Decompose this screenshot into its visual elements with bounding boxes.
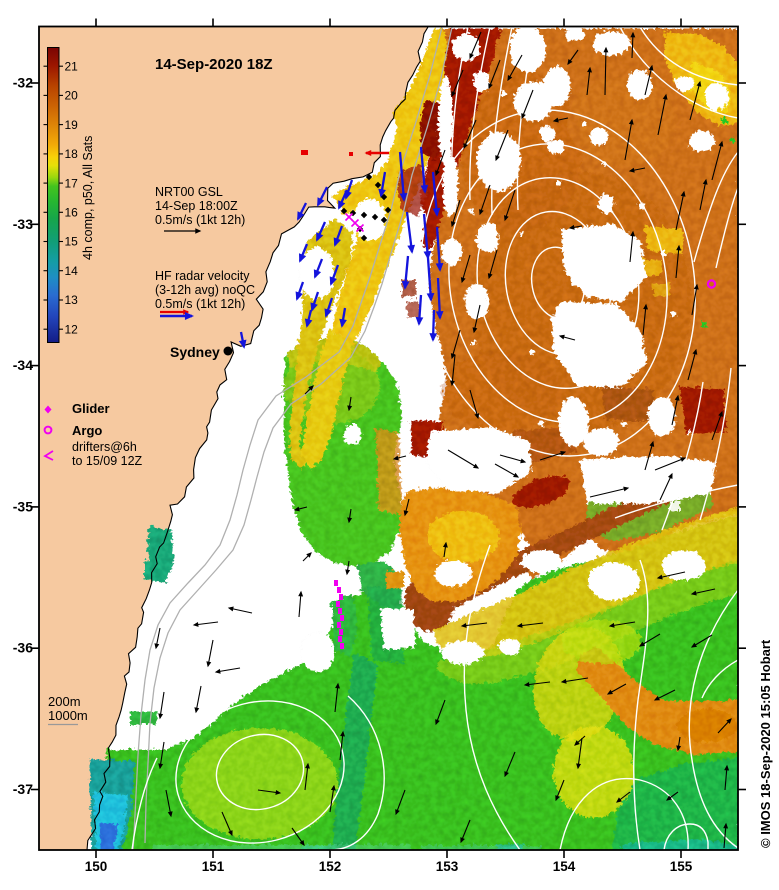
svg-text:-33: -33 bbox=[13, 216, 33, 232]
svg-text:NRT00 GSL: NRT00 GSL bbox=[155, 185, 223, 199]
svg-text:20: 20 bbox=[65, 89, 79, 103]
svg-text:13: 13 bbox=[65, 293, 79, 307]
svg-text:-36: -36 bbox=[13, 640, 33, 656]
svg-text:14-Sep-2020 18Z: 14-Sep-2020 18Z bbox=[155, 56, 273, 73]
svg-text:0.5m/s (1kt 12h): 0.5m/s (1kt 12h) bbox=[155, 213, 245, 227]
svg-text:21: 21 bbox=[65, 59, 79, 73]
svg-text:-34: -34 bbox=[13, 357, 33, 373]
svg-text:HF radar velocity: HF radar velocity bbox=[155, 269, 250, 283]
svg-text:16: 16 bbox=[65, 206, 79, 220]
svg-text:151: 151 bbox=[202, 859, 225, 874]
svg-text:14: 14 bbox=[65, 264, 79, 278]
svg-text:-35: -35 bbox=[13, 498, 33, 514]
svg-text:14-Sep 18:00Z: 14-Sep 18:00Z bbox=[155, 199, 238, 213]
svg-text:154: 154 bbox=[553, 859, 576, 874]
svg-text:152: 152 bbox=[319, 859, 342, 874]
svg-text:© IMOS 18-Sep-2020 15:05 Hobar: © IMOS 18-Sep-2020 15:05 Hobart bbox=[758, 639, 773, 848]
svg-text:12: 12 bbox=[65, 322, 79, 336]
svg-text:1000m: 1000m bbox=[48, 708, 88, 723]
svg-text:0.5m/s (1kt 12h): 0.5m/s (1kt 12h) bbox=[155, 297, 245, 311]
svg-text:18: 18 bbox=[65, 147, 79, 161]
svg-text:19: 19 bbox=[65, 118, 79, 132]
svg-text:153: 153 bbox=[436, 859, 459, 874]
svg-text:Argo: Argo bbox=[72, 423, 102, 438]
svg-text:Sydney: Sydney bbox=[170, 344, 220, 360]
svg-text:155: 155 bbox=[670, 859, 693, 874]
svg-text:4h comp, p50, All Sats: 4h comp, p50, All Sats bbox=[81, 136, 95, 260]
svg-text:Glider: Glider bbox=[72, 401, 110, 416]
svg-text:(3-12h avg) noQC: (3-12h avg) noQC bbox=[155, 283, 255, 297]
svg-text:-32: -32 bbox=[13, 75, 33, 91]
svg-text:200m: 200m bbox=[48, 694, 81, 709]
svg-text:15: 15 bbox=[65, 235, 79, 249]
svg-text:17: 17 bbox=[65, 176, 79, 190]
svg-text:to 15/09 12Z: to 15/09 12Z bbox=[72, 454, 143, 468]
svg-text:drifters@6h: drifters@6h bbox=[72, 440, 137, 454]
svg-text:-37: -37 bbox=[13, 781, 33, 797]
svg-text:150: 150 bbox=[85, 859, 108, 874]
